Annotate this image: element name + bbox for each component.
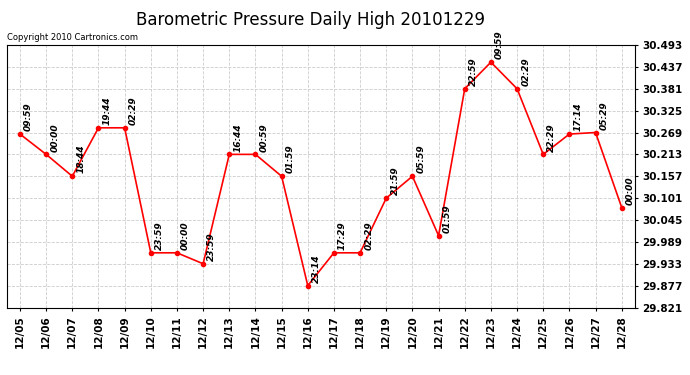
Text: 19:44: 19:44	[103, 96, 112, 125]
Text: 02:29: 02:29	[364, 221, 373, 250]
Text: 00:00: 00:00	[50, 123, 59, 152]
Text: 02:29: 02:29	[129, 96, 138, 125]
Text: 22:59: 22:59	[469, 57, 478, 86]
Text: 00:00: 00:00	[626, 176, 635, 205]
Text: 02:29: 02:29	[521, 57, 530, 86]
Text: 18:44: 18:44	[77, 145, 86, 174]
Text: Copyright 2010 Cartronics.com: Copyright 2010 Cartronics.com	[7, 33, 138, 42]
Text: 23:14: 23:14	[312, 254, 321, 283]
Text: 01:59: 01:59	[443, 204, 452, 233]
Text: 16:44: 16:44	[233, 123, 242, 152]
Text: 01:59: 01:59	[286, 145, 295, 174]
Text: 05:29: 05:29	[600, 101, 609, 130]
Text: 00:00: 00:00	[181, 221, 190, 250]
Text: 00:59: 00:59	[259, 123, 268, 152]
Text: 22:29: 22:29	[547, 123, 556, 152]
Text: 09:59: 09:59	[24, 103, 33, 131]
Text: 17:14: 17:14	[573, 103, 582, 131]
Text: 21:59: 21:59	[391, 167, 400, 195]
Text: 05:59: 05:59	[417, 145, 426, 174]
Text: 09:59: 09:59	[495, 31, 504, 59]
Text: 23:59: 23:59	[207, 232, 216, 261]
Text: Barometric Pressure Daily High 20101229: Barometric Pressure Daily High 20101229	[136, 11, 485, 29]
Text: 23:59: 23:59	[155, 221, 164, 250]
Text: 17:29: 17:29	[338, 221, 347, 250]
